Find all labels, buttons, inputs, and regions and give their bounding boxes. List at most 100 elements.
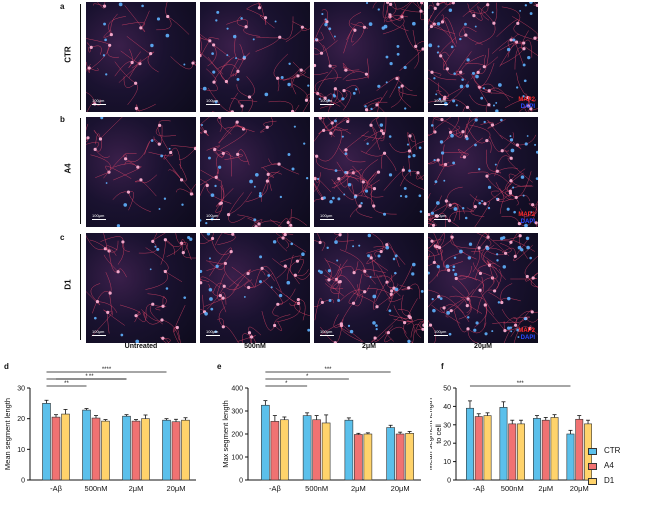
bar-ctr xyxy=(386,427,395,481)
bar-a4 xyxy=(541,419,550,481)
scale-bar xyxy=(92,104,106,105)
scale-bar xyxy=(434,104,448,105)
bar-a4 xyxy=(171,421,181,481)
column-header-500nm: 500nM xyxy=(244,343,266,350)
x-tick-label: 2μM xyxy=(538,484,553,493)
panel-letter-b: b xyxy=(60,115,65,124)
scale-bar xyxy=(434,335,448,336)
significance-label: *** xyxy=(324,367,332,373)
x-tick-label: 20μM xyxy=(167,484,186,493)
bar-a4 xyxy=(474,416,483,481)
bar-chart-mean-segment-length: 0 10 20 30 Mean segment length -Aβ 500nM 2μM 20μ… xyxy=(3,367,196,493)
y-tick-label: 10 xyxy=(443,459,451,466)
significance-label: ** xyxy=(89,374,94,380)
micrograph-d1-0: 100μm xyxy=(86,233,196,343)
significance-label: **** xyxy=(102,367,112,373)
y-tick-label: 200 xyxy=(231,432,243,439)
bar-d1 xyxy=(405,433,414,481)
significance-label: * xyxy=(85,374,88,380)
bar-a4 xyxy=(270,421,280,481)
micrograph-d1-2: 100μm xyxy=(314,233,424,343)
scale-bar xyxy=(92,219,106,220)
y-tick-label: 100 xyxy=(231,455,243,462)
scale-bar-label: 100μm xyxy=(434,98,447,103)
micrograph-ctr-0: 100μm xyxy=(86,2,196,112)
bar-d1 xyxy=(141,418,150,481)
x-tick-label: 2μM xyxy=(129,484,144,493)
bar-a4 xyxy=(51,416,61,481)
bar-a4 xyxy=(354,434,363,481)
bar-d1 xyxy=(483,415,492,481)
panel-letter-a: a xyxy=(60,2,65,11)
micrograph-a4-0: 100μm xyxy=(86,117,196,227)
bar-a4 xyxy=(312,419,321,481)
bar-ctr xyxy=(302,415,312,481)
micrograph-d1-1: 100μm xyxy=(200,233,310,343)
column-header-2um: 2μM xyxy=(361,343,376,350)
scale-bar-label: 100μm xyxy=(434,329,447,334)
y-tick-label: 50 xyxy=(443,386,451,393)
x-tick-label: 500nM xyxy=(305,484,328,493)
stain-label-map2: MAP2 xyxy=(518,212,535,218)
scale-bar-label: 100μm xyxy=(434,213,447,218)
y-tick-label: 0 xyxy=(21,478,25,485)
scale-bar-label: 100μm xyxy=(206,213,219,218)
y-axis-label: Max segment length xyxy=(221,400,230,468)
significance-label: * xyxy=(285,381,288,387)
bar-a4 xyxy=(395,433,405,481)
column-header-20um: 20μM xyxy=(474,343,492,350)
y-tick-label: 20 xyxy=(443,441,451,448)
x-tick-label: -Aβ xyxy=(50,484,63,493)
x-tick-label: 2μM xyxy=(351,484,366,493)
row-bracket xyxy=(80,4,82,110)
bar-ctr xyxy=(533,418,541,481)
scale-bar xyxy=(206,335,220,336)
micrograph-a4-3: 100μm MAP2 DAPI xyxy=(428,117,538,227)
bar-a4 xyxy=(91,417,101,481)
legend-label-ctr: CTR xyxy=(604,446,621,455)
bar-ctr xyxy=(466,407,474,481)
bar-ctr xyxy=(566,433,575,481)
micrograph-ctr-1: 100μm xyxy=(200,2,310,112)
y-tick-label: 0 xyxy=(239,478,243,485)
micrograph-d1-3: 100μm MAP2 DAPI xyxy=(428,233,538,343)
scale-bar-label: 100μm xyxy=(320,329,333,334)
significance-label: ** xyxy=(64,381,69,387)
legend-label-d1: D1 xyxy=(604,476,615,485)
micrograph-a4-2: 100μm xyxy=(314,117,424,227)
bar-d1 xyxy=(101,420,110,481)
row-bracket xyxy=(80,118,82,224)
x-tick-label: -Aβ xyxy=(473,484,486,493)
row-label-a4: A4 xyxy=(63,163,73,174)
stain-label-map2: MAP2 xyxy=(518,328,535,334)
x-tick-label: -Aβ xyxy=(269,484,282,493)
y-axis-label: Mean segment length xyxy=(3,398,12,470)
bar-d1 xyxy=(517,423,525,481)
bar-a4 xyxy=(575,418,584,481)
y-axis-label-line: to cell xyxy=(434,424,443,444)
scale-bar xyxy=(320,219,334,220)
scale-bar xyxy=(434,219,448,220)
micrograph-ctr-2: 100μm xyxy=(314,2,424,112)
significance-label: * xyxy=(306,374,309,380)
panel-letter-d: d xyxy=(4,362,9,371)
y-tick-label: 10 xyxy=(17,447,25,454)
bar-ctr xyxy=(344,419,354,481)
column-header-untreated: Untreated xyxy=(124,343,158,350)
stain-label-dapi: DAPI xyxy=(520,335,535,341)
scale-bar xyxy=(320,335,334,336)
y-tick-label: 20 xyxy=(17,416,25,423)
stain-label-map2: MAP2 xyxy=(518,97,535,103)
y-tick-label: 400 xyxy=(231,386,243,393)
panel-letter-f: f xyxy=(441,362,444,371)
stain-label-dapi: DAPI xyxy=(520,104,535,110)
legend-swatch-a4 xyxy=(588,463,597,470)
bar-ctr xyxy=(499,407,508,481)
y-axis-label-line: Mean segment length xyxy=(430,398,434,470)
significance-label: *** xyxy=(517,381,525,387)
stain-label-dapi: DAPI xyxy=(520,219,535,225)
bar-d1 xyxy=(280,419,289,481)
scale-bar xyxy=(206,104,220,105)
